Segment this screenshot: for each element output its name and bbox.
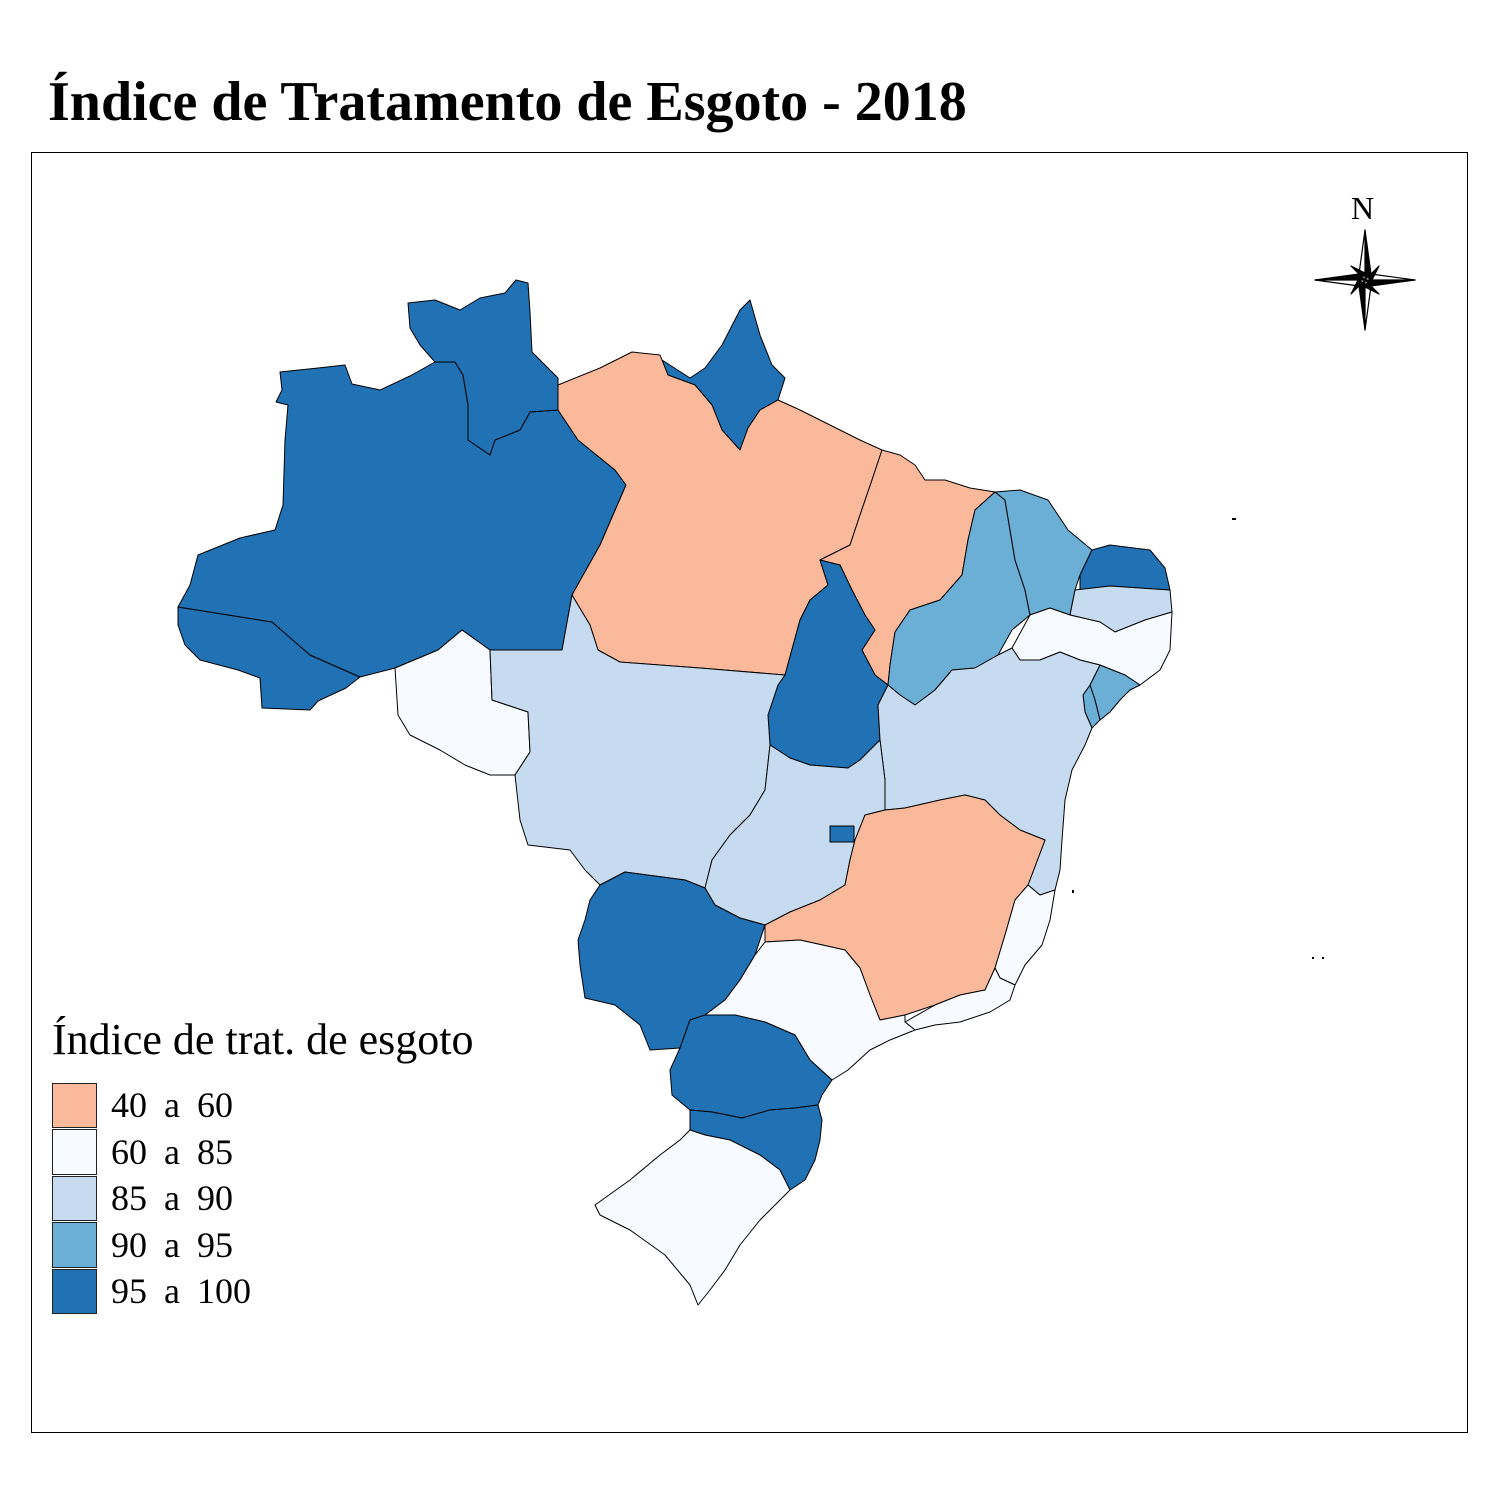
legend-title: Índice de trat. de esgoto [52,1015,474,1064]
state-df[interactable] [829,825,855,843]
state-rn[interactable] [1079,544,1171,591]
legend-label: 90 a 95 [111,1224,233,1265]
legend-label: 60 a 85 [111,1131,233,1172]
legend-swatch [52,1222,97,1268]
state-rs[interactable] [594,1129,791,1306]
state-sp[interactable] [704,939,916,1081]
legend-label: 95 a 100 [111,1271,251,1312]
north-arrow-icon [1314,229,1416,331]
legend-swatch [52,1175,97,1221]
legend-item: 40 a 60 [52,1082,474,1129]
map-title: Índice de Tratamento de Esgoto - 2018 [48,71,967,133]
legend-label: 40 a 60 [111,1085,233,1126]
legend-item: 85 a 90 [52,1175,474,1222]
map-frame [31,152,1468,1433]
legend-item: 60 a 85 [52,1129,474,1176]
north-label: N [1351,190,1375,226]
state-rr[interactable] [407,279,559,456]
legend-label: 85 a 90 [111,1178,233,1219]
state-es[interactable] [994,884,1056,986]
legend: Índice de trat. de esgoto 40 a 60 60 a 8… [52,1018,474,1315]
islands [1072,518,1324,959]
legend-swatch [52,1268,97,1314]
legend-swatch [52,1082,97,1128]
legend-item: 90 a 95 [52,1222,474,1269]
legend-item: 95 a 100 [52,1268,474,1315]
legend-swatch [52,1129,97,1175]
